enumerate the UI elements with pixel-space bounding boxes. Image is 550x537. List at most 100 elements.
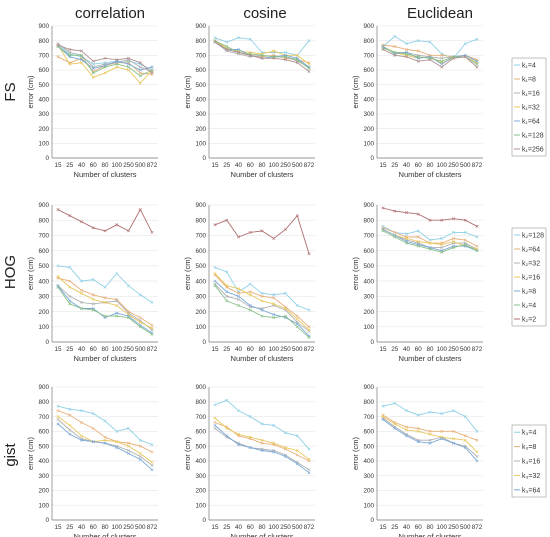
y-tick-label: 200: [363, 126, 374, 133]
x-tick-label: 100: [111, 524, 122, 531]
data-point: [404, 42, 409, 46]
x-tick-label: 40: [403, 524, 411, 531]
y-tick-label: 400: [363, 278, 374, 285]
x-tick-label: 250: [123, 346, 134, 353]
legend-entry: k₃=4: [522, 430, 536, 437]
data-point: [393, 235, 397, 239]
x-axis-label: Number of clusters: [399, 354, 462, 363]
data-point: [91, 440, 95, 444]
y-tick-label: 600: [38, 429, 49, 436]
data-point: [56, 404, 60, 408]
data-point: [307, 252, 311, 256]
data-point: [56, 417, 60, 422]
data-point: [236, 443, 241, 447]
x-tick-label: 500: [460, 346, 471, 353]
data-point: [393, 426, 397, 430]
legend-entry: k₁=8: [522, 77, 536, 84]
x-tick-label: 500: [135, 524, 146, 531]
row-label-hog: HOG: [2, 255, 19, 289]
y-tick-label: 500: [195, 263, 206, 270]
y-axis-label: error (cm): [183, 257, 192, 290]
data-point: [475, 62, 479, 66]
y-tick-label: 900: [363, 202, 374, 209]
series-line: [57, 265, 153, 303]
y-tick-label: 300: [38, 294, 49, 301]
x-tick-label: 500: [460, 524, 471, 531]
x-tick-label: 100: [268, 346, 279, 353]
y-tick-label: 900: [195, 202, 206, 209]
y-tick-label: 300: [195, 111, 206, 118]
data-point: [248, 308, 252, 312]
data-point: [236, 50, 241, 54]
data-point: [91, 308, 95, 312]
legend-entry: k₂=32: [522, 261, 540, 268]
y-tick-label: 700: [363, 414, 374, 421]
y-tick-label: 0: [370, 517, 374, 524]
data-point: [451, 240, 456, 244]
y-tick-label: 600: [195, 429, 206, 436]
data-point: [68, 302, 72, 306]
data-point: [416, 244, 420, 248]
data-point: [150, 71, 154, 75]
data-point: [126, 62, 131, 66]
data-point: [295, 58, 299, 62]
data-point: [307, 325, 311, 329]
x-tick-label: 15: [54, 346, 62, 353]
x-tick-label: 80: [101, 524, 109, 531]
x-tick-label: 25: [66, 524, 74, 531]
data-point: [307, 67, 311, 71]
data-point: [416, 212, 420, 216]
data-point: [56, 415, 60, 419]
y-tick-label: 200: [38, 309, 49, 316]
x-tick-label: 500: [460, 162, 471, 169]
data-point: [150, 450, 154, 454]
series-line: [382, 207, 478, 227]
data-point: [79, 53, 84, 57]
x-tick-label: 80: [426, 162, 434, 169]
series-line: [57, 423, 153, 471]
series-line: [57, 46, 153, 77]
data-point: [307, 39, 311, 43]
x-tick-label: 100: [268, 524, 279, 531]
data-point: [213, 416, 217, 420]
data-point: [440, 236, 444, 241]
data-point: [150, 323, 154, 327]
data-point: [138, 325, 142, 329]
x-axis-label: Number of clusters: [231, 170, 294, 179]
legend-entry: k₁=4: [522, 63, 536, 70]
data-point: [103, 285, 107, 289]
data-point: [428, 429, 432, 433]
column-title-euclidean: Euclidean: [407, 5, 473, 22]
data-point: [115, 440, 119, 444]
y-tick-label: 100: [363, 502, 374, 509]
data-point: [416, 235, 420, 239]
data-point: [381, 415, 385, 419]
data-point: [272, 236, 276, 241]
x-tick-label: 25: [223, 162, 231, 169]
data-point: [115, 58, 119, 62]
data-point: [451, 217, 456, 221]
data-point: [56, 275, 60, 279]
data-point: [213, 271, 217, 276]
data-point: [463, 446, 467, 450]
x-tick-label: 15: [54, 162, 62, 169]
data-point: [56, 55, 60, 59]
data-point: [225, 284, 229, 288]
data-point: [475, 224, 479, 228]
y-tick-label: 100: [195, 324, 206, 331]
y-tick-label: 200: [195, 126, 206, 133]
data-point: [428, 40, 432, 44]
data-point: [440, 243, 444, 247]
data-point: [103, 314, 107, 318]
y-tick-label: 400: [38, 97, 49, 104]
data-point: [393, 53, 397, 57]
x-tick-label: 25: [391, 162, 399, 169]
data-point: [272, 423, 276, 427]
x-tick-label: 250: [448, 162, 459, 169]
data-point: [103, 71, 107, 75]
data-point: [79, 291, 84, 295]
x-tick-label: 100: [111, 162, 122, 169]
data-point: [138, 293, 142, 297]
data-point: [283, 431, 288, 435]
x-tick-label: 25: [223, 346, 231, 353]
